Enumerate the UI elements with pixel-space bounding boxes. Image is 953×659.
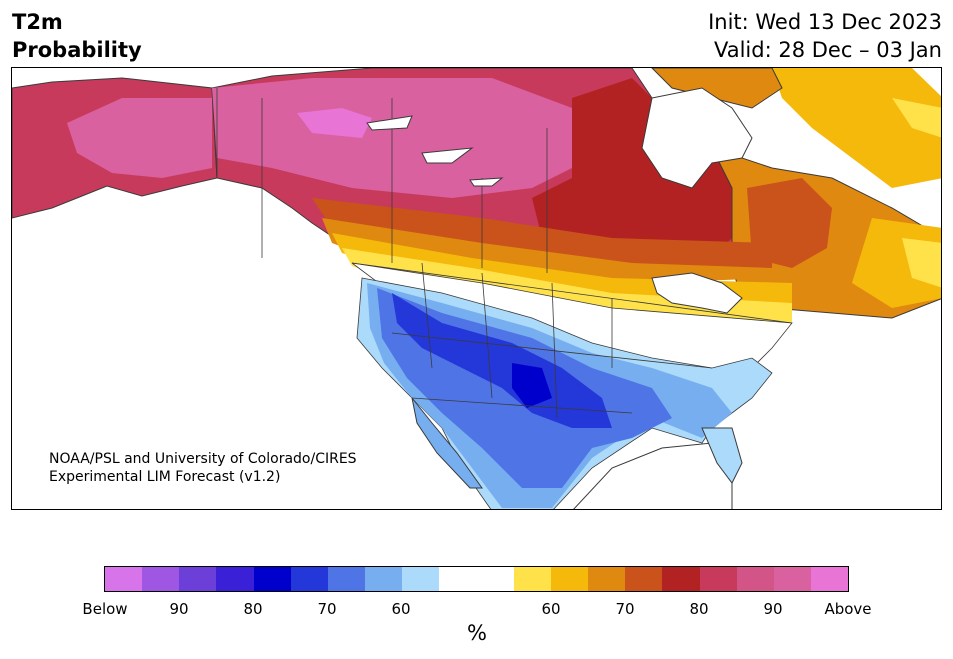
us-cold-core [392, 293, 612, 428]
colorbar-segment [662, 567, 700, 591]
colorbar-segment [810, 567, 849, 591]
great-lakes [651, 272, 743, 314]
colorbar [104, 566, 849, 592]
colorbar-segment [773, 567, 811, 591]
florida [701, 427, 743, 484]
colorbar-segment [327, 567, 366, 591]
colorbar-segment [550, 567, 589, 591]
map-canvas [12, 68, 941, 509]
arctic-island [469, 177, 504, 187]
baja-california [411, 397, 483, 489]
labrador-region [772, 68, 941, 188]
colorbar-tick-label: 80 [243, 600, 263, 618]
colorbar-segment [736, 567, 774, 591]
colorbar-segment [625, 567, 663, 591]
colorbar-segment [105, 567, 143, 591]
credit-line-2: Experimental LIM Forecast (v1.2) [49, 469, 281, 485]
init-date: Init: Wed 13 Dec 2023 [708, 10, 942, 34]
hudson-bay-region [532, 78, 742, 268]
colorbar-segment [365, 567, 403, 591]
colorbar-segment [439, 567, 477, 591]
colorbar-tick-label: 80 [689, 600, 709, 618]
colorbar-tick-label: 90 [763, 600, 783, 618]
arctic-island [421, 147, 474, 164]
product-label: Probability [12, 38, 142, 62]
colorbar-tick-label: 60 [541, 600, 561, 618]
colorbar-segment [476, 567, 514, 591]
colorbar-tick-label: 60 [391, 600, 411, 618]
colorbar-tick-label: 90 [169, 600, 189, 618]
colorbar-segment [290, 567, 328, 591]
colorbar-tick-label: 70 [317, 600, 337, 618]
colorbar-tick-label: 70 [615, 600, 635, 618]
colorbar-segment [179, 567, 217, 591]
us-cold-peak [512, 363, 552, 408]
credit-line-1: NOAA/PSL and University of Colorado/CIRE… [49, 451, 357, 467]
canada-north-peak [297, 108, 372, 138]
maritimes-edge [902, 238, 941, 288]
colorbar-segment [216, 567, 254, 591]
credit-text: NOAA/PSL and University of Colorado/CIRE… [49, 450, 357, 486]
greenland-region [651, 68, 783, 109]
colorbar-segment [588, 567, 626, 591]
colorbar-segment [699, 567, 737, 591]
colorbar-segment [142, 567, 180, 591]
political-borders [216, 88, 793, 419]
valid-date: Valid: 28 Dec – 03 Jan [713, 38, 942, 62]
hudson-bay-water [641, 87, 753, 189]
arctic-island [366, 115, 413, 131]
colorbar-tick-label: Below [82, 600, 128, 618]
labrador-edge [892, 98, 941, 138]
colorbar-segment [402, 567, 440, 591]
forecast-dates: Init: Wed 13 Dec 2023 Valid: 28 Dec – 03… [708, 8, 942, 64]
colorbar-segment [513, 567, 551, 591]
gradient-band-light-yellow [342, 248, 792, 330]
colorbar-tick-label: Above [824, 600, 872, 618]
alaska-core [67, 98, 212, 178]
colorbar-unit: % [467, 621, 487, 645]
canada-north-core [212, 78, 592, 198]
colorbar-segment [253, 567, 291, 591]
variable-label: T2m [12, 10, 63, 34]
probability-map [11, 67, 942, 510]
map-title: T2m Probability [12, 8, 142, 64]
